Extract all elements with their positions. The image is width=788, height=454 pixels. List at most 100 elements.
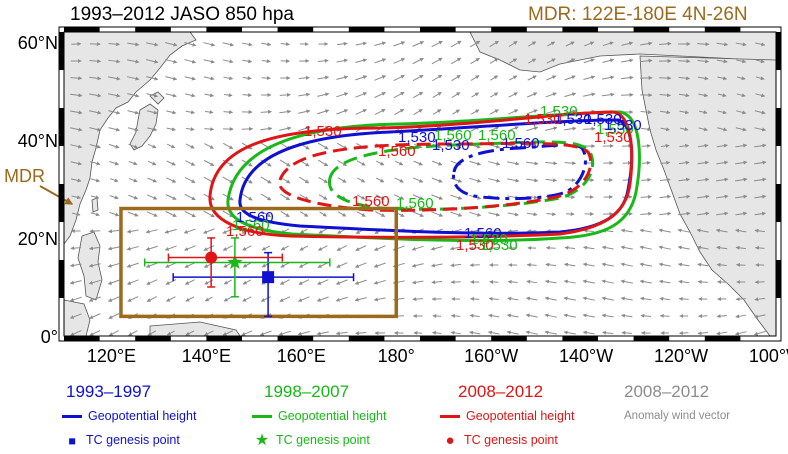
- wind-vector: [70, 161, 82, 166]
- wind-vector: [582, 313, 595, 318]
- wind-vector: [679, 143, 690, 148]
- wind-vector: [697, 59, 710, 64]
- wind-vector: [88, 246, 101, 251]
- wind-vector: [679, 110, 690, 115]
- wind-vector: [528, 58, 537, 64]
- lon-tick-label: 120°W: [654, 346, 708, 366]
- wind-vector: [108, 93, 121, 98]
- wind-vector: [698, 127, 709, 132]
- wind-vector: [432, 160, 443, 166]
- legend-symbol-label: TC genesis point: [464, 433, 558, 447]
- wind-vector: [754, 143, 767, 148]
- wind-vector: [678, 160, 690, 165]
- wind-vector: [602, 41, 614, 47]
- wind-vector: [716, 160, 729, 165]
- wind-vector: [374, 108, 386, 116]
- wind-vector: [241, 126, 254, 131]
- wind-vector: [697, 194, 710, 199]
- wind-vector: [489, 40, 500, 48]
- wind-vector: [469, 263, 480, 268]
- legend-line-label: Geopotential height: [278, 409, 387, 423]
- lon-tick-labels: 120°E 140°E 160°E 180° 160°W 140°W 120°W 100°W: [87, 346, 788, 366]
- wind-vector: [108, 313, 120, 319]
- wind-vector: [278, 330, 291, 336]
- wind-vector: [126, 279, 139, 285]
- lat-tick-label: 20°N: [18, 229, 58, 249]
- wind-vector: [546, 75, 557, 81]
- wind-vector: [507, 126, 519, 132]
- wind-vector: [413, 160, 423, 166]
- wind-vector: [223, 296, 233, 302]
- wind-vector: [279, 279, 290, 285]
- wind-vector: [147, 330, 157, 336]
- wind-vector: [564, 161, 577, 166]
- contour-label: 1,530: [596, 121, 634, 138]
- wind-vector: [298, 262, 309, 268]
- wind-vector: [107, 279, 120, 285]
- wind-vector: [145, 262, 158, 268]
- wind-vector: [108, 127, 121, 132]
- wind-vector: [507, 178, 520, 183]
- wind-vector: [127, 211, 139, 217]
- wind-vector: [127, 296, 139, 302]
- wind-vector: [89, 127, 102, 132]
- wind-vector: [734, 177, 748, 182]
- wind-vector: [393, 58, 406, 64]
- wind-vector: [317, 245, 328, 251]
- wind-vector: [128, 177, 138, 183]
- frame-checker-segment: [206, 336, 242, 341]
- wind-vector: [166, 330, 175, 336]
- wind-vector: [488, 161, 501, 166]
- wind-vector: [318, 159, 329, 167]
- wind-vector: [639, 279, 652, 284]
- wind-vector: [412, 297, 424, 302]
- wind-vector: [678, 211, 691, 216]
- wind-vector: [108, 76, 121, 81]
- wind-vector: [735, 143, 748, 148]
- wind-vector: [394, 194, 405, 200]
- wind-vector: [716, 177, 729, 182]
- wind-vector: [735, 127, 747, 132]
- wind-vector: [70, 110, 83, 115]
- wind-vector: [450, 330, 461, 335]
- wind-vector: [601, 313, 614, 318]
- wind-vector: [755, 59, 765, 64]
- wind-vector: [696, 228, 709, 233]
- contour-label: 1,560: [236, 209, 274, 226]
- wind-vector: [678, 331, 689, 336]
- wind-vector: [89, 144, 101, 149]
- wind-vector: [412, 74, 424, 82]
- wind-vector: [165, 296, 176, 302]
- wind-vector: [147, 143, 157, 149]
- wind-vector: [373, 297, 386, 302]
- wind-vector: [90, 195, 100, 200]
- wind-vector: [242, 279, 252, 285]
- legend-symbol-3: ● TC genesis point: [440, 432, 558, 449]
- wind-vector: [279, 109, 292, 114]
- wind-vector: [545, 92, 557, 98]
- wind-vector: [127, 110, 140, 115]
- wind-vector: [546, 212, 557, 217]
- lat-tick-label: 60°N: [18, 33, 58, 53]
- wind-vector: [489, 109, 499, 115]
- wind-vector: [318, 228, 328, 234]
- wind-vector: [413, 109, 423, 115]
- wind-vector: [583, 58, 595, 64]
- wind-vector: [146, 211, 158, 217]
- wind-vector: [108, 110, 121, 115]
- wind-vector: [716, 143, 728, 148]
- wind-vector: [754, 127, 767, 132]
- wind-vector: [735, 160, 748, 165]
- wind-vector: [336, 92, 349, 98]
- wind-vector: [544, 296, 557, 301]
- wind-vector: [166, 127, 176, 132]
- frame-checker-segment: [633, 336, 670, 341]
- wind-vector: [450, 313, 461, 318]
- wind-vector: [639, 58, 653, 63]
- tc-genesis-points: [143, 237, 355, 318]
- wind-vector: [184, 177, 196, 183]
- wind-vector: [431, 177, 443, 183]
- wind-vector: [697, 143, 709, 148]
- wind-vector: [107, 262, 120, 268]
- contour-1560-blue: [452, 143, 587, 201]
